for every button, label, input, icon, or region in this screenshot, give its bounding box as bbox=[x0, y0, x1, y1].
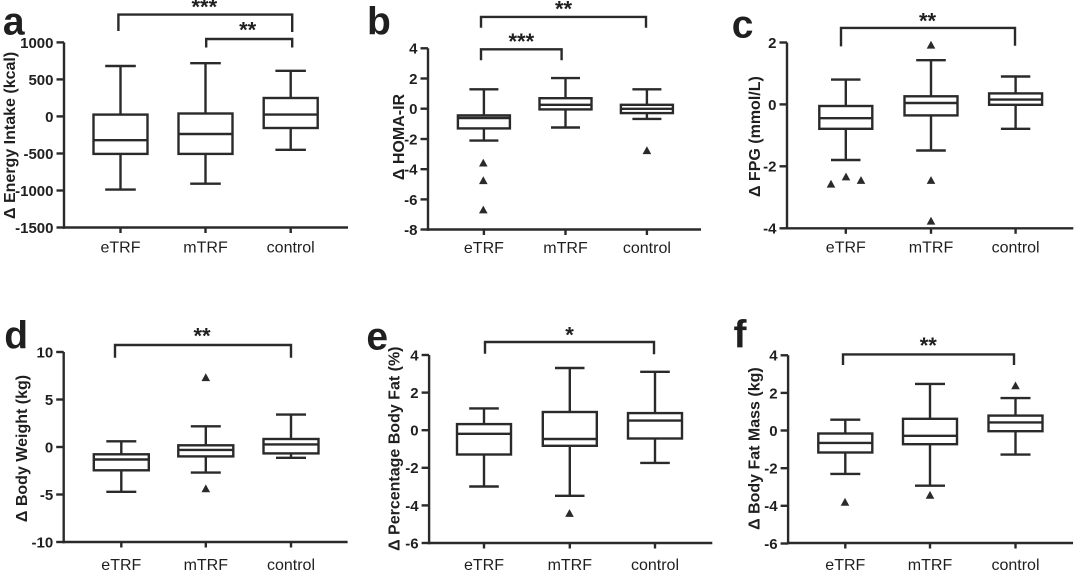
svg-text:-5: -5 bbox=[40, 487, 53, 504]
svg-text:mTRF: mTRF bbox=[184, 557, 229, 574]
svg-text:2: 2 bbox=[768, 35, 776, 52]
svg-text:-6: -6 bbox=[405, 535, 418, 552]
svg-text:-1500: -1500 bbox=[15, 220, 53, 237]
svg-text:control: control bbox=[992, 239, 1040, 256]
svg-text:b: b bbox=[367, 1, 391, 44]
svg-text:2: 2 bbox=[769, 385, 777, 402]
svg-text:Δ Body Weight (kg): Δ Body Weight (kg) bbox=[14, 375, 31, 522]
svg-text:d: d bbox=[4, 314, 28, 357]
svg-text:-1000: -1000 bbox=[15, 183, 53, 200]
svg-text:**: ** bbox=[193, 323, 211, 348]
svg-text:500: 500 bbox=[28, 72, 53, 89]
svg-text:***: *** bbox=[191, 0, 217, 20]
svg-text:control: control bbox=[267, 239, 315, 256]
svg-text:10: 10 bbox=[37, 344, 54, 361]
svg-text:2: 2 bbox=[410, 385, 418, 402]
svg-text:0: 0 bbox=[769, 423, 777, 440]
svg-text:4: 4 bbox=[769, 348, 778, 365]
svg-text:-2: -2 bbox=[405, 460, 418, 477]
svg-text:Δ Body Fat Mass (kg): Δ Body Fat Mass (kg) bbox=[747, 367, 764, 530]
svg-text:-4: -4 bbox=[764, 498, 778, 515]
svg-text:eTRF: eTRF bbox=[101, 239, 141, 256]
svg-text:mTRF: mTRF bbox=[908, 557, 953, 574]
svg-text:eTRF: eTRF bbox=[826, 239, 866, 256]
svg-text:-4: -4 bbox=[404, 162, 418, 179]
svg-text:-500: -500 bbox=[23, 146, 53, 163]
svg-text:-2: -2 bbox=[404, 131, 417, 148]
svg-text:**: ** bbox=[920, 333, 938, 358]
svg-text:Δ Percentage Body Fat (%): Δ Percentage Body Fat (%) bbox=[387, 346, 404, 550]
svg-text:control: control bbox=[631, 557, 679, 574]
svg-text:0: 0 bbox=[410, 423, 418, 440]
svg-text:2: 2 bbox=[409, 71, 417, 88]
svg-text:e: e bbox=[366, 315, 388, 358]
svg-text:control: control bbox=[267, 557, 315, 574]
svg-text:0: 0 bbox=[409, 101, 417, 118]
svg-text:1000: 1000 bbox=[20, 35, 53, 52]
svg-text:-2: -2 bbox=[764, 461, 777, 478]
svg-text:c: c bbox=[732, 3, 754, 46]
svg-text:f: f bbox=[734, 313, 748, 356]
svg-text:-6: -6 bbox=[764, 536, 777, 553]
svg-text:Δ HOMA-IR: Δ HOMA-IR bbox=[391, 93, 408, 180]
svg-text:-4: -4 bbox=[405, 498, 419, 515]
svg-text:-10: -10 bbox=[32, 534, 54, 551]
svg-text:control: control bbox=[623, 240, 671, 257]
svg-text:***: *** bbox=[508, 29, 534, 54]
svg-text:Δ Energy Intake (kcal): Δ Energy Intake (kcal) bbox=[2, 52, 19, 219]
svg-text:eTRF: eTRF bbox=[101, 557, 141, 574]
svg-text:mTRF: mTRF bbox=[909, 239, 954, 256]
svg-text:mTRF: mTRF bbox=[548, 557, 593, 574]
svg-text:0: 0 bbox=[768, 97, 776, 114]
svg-text:5: 5 bbox=[45, 392, 53, 409]
svg-text:eTRF: eTRF bbox=[464, 557, 504, 574]
svg-text:mTRF: mTRF bbox=[543, 240, 588, 257]
svg-text:mTRF: mTRF bbox=[183, 239, 228, 256]
svg-text:Δ FPG (mmol/L): Δ FPG (mmol/L) bbox=[747, 76, 764, 197]
svg-text:eTRF: eTRF bbox=[825, 557, 865, 574]
svg-text:4: 4 bbox=[409, 41, 418, 58]
svg-text:*: * bbox=[565, 322, 574, 347]
svg-text:-8: -8 bbox=[404, 222, 417, 239]
svg-text:0: 0 bbox=[45, 109, 53, 126]
svg-text:-4: -4 bbox=[763, 221, 777, 238]
svg-text:-6: -6 bbox=[404, 192, 417, 209]
svg-text:4: 4 bbox=[410, 347, 419, 364]
svg-text:**: ** bbox=[239, 18, 257, 43]
svg-text:0: 0 bbox=[45, 439, 53, 456]
svg-text:eTRF: eTRF bbox=[464, 240, 504, 257]
svg-text:-2: -2 bbox=[763, 159, 776, 176]
svg-text:**: ** bbox=[919, 8, 937, 33]
svg-text:**: ** bbox=[555, 0, 573, 21]
svg-text:a: a bbox=[3, 0, 25, 43]
svg-text:control: control bbox=[991, 557, 1039, 574]
